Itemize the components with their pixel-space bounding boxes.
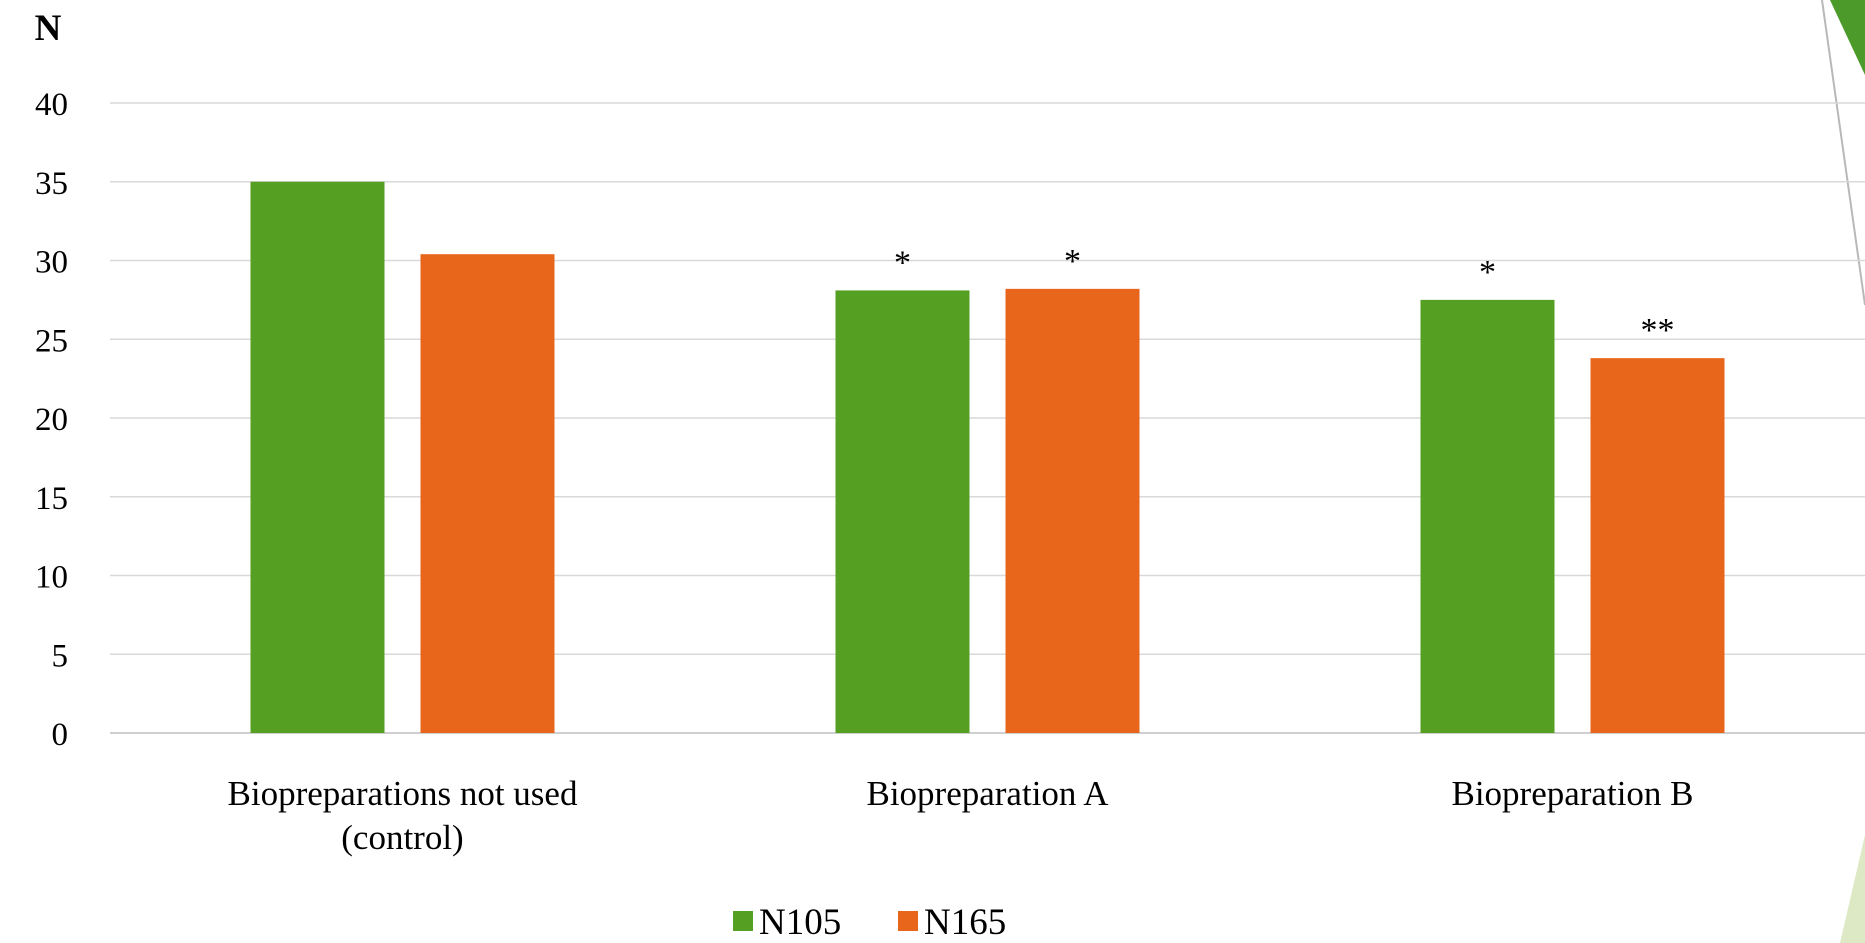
y-tick-label: 30 [35, 245, 68, 281]
bar-n105 [1420, 299, 1555, 733]
y-tick-label: 25 [35, 323, 68, 359]
corner-accent-top [1830, 0, 1865, 75]
y-axis-ticks: 0 5 10 15 20 25 30 35 40 [35, 87, 68, 753]
y-tick-label: 35 [35, 166, 68, 202]
significance-annotations: * * *** [894, 243, 1675, 349]
significance-mark: * [1064, 243, 1081, 280]
legend: N105 N165 [733, 902, 1006, 943]
x-tick-label: (control) [341, 818, 463, 857]
bar-n105 [250, 181, 385, 733]
legend-label: N165 [924, 902, 1006, 943]
corner-accent-bottom [1840, 835, 1865, 943]
y-tick-label: 20 [35, 402, 68, 438]
corner-line [1821, 0, 1865, 306]
bars [250, 181, 1725, 733]
significance-mark: * [1479, 254, 1496, 291]
significance-mark: * [894, 244, 911, 281]
y-tick-label: 10 [35, 560, 68, 596]
slide-decoration [1821, 0, 1865, 943]
significance-mark: ** [1641, 312, 1675, 349]
x-tick-label: Biopreparation B [1451, 774, 1693, 813]
legend-swatch-n105 [733, 911, 753, 931]
x-axis-categories: Biopreparations not used (control) Bioprep… [228, 774, 1694, 857]
x-tick-label: Biopreparations not used [228, 774, 578, 813]
y-tick-label: 40 [35, 87, 68, 123]
y-tick-label: 0 [52, 717, 69, 753]
legend-label: N105 [759, 902, 841, 943]
bar-n105 [835, 290, 970, 733]
y-axis-label: N [35, 8, 62, 49]
y-tick-label: 5 [52, 638, 69, 674]
bar-n165 [1005, 288, 1140, 733]
x-tick-label: Biopreparation A [866, 774, 1109, 813]
bar-n165 [420, 254, 555, 733]
legend-swatch-n165 [898, 911, 918, 931]
bar-n165 [1590, 358, 1725, 733]
gridlines [110, 102, 1865, 734]
y-tick-label: 15 [35, 481, 68, 517]
